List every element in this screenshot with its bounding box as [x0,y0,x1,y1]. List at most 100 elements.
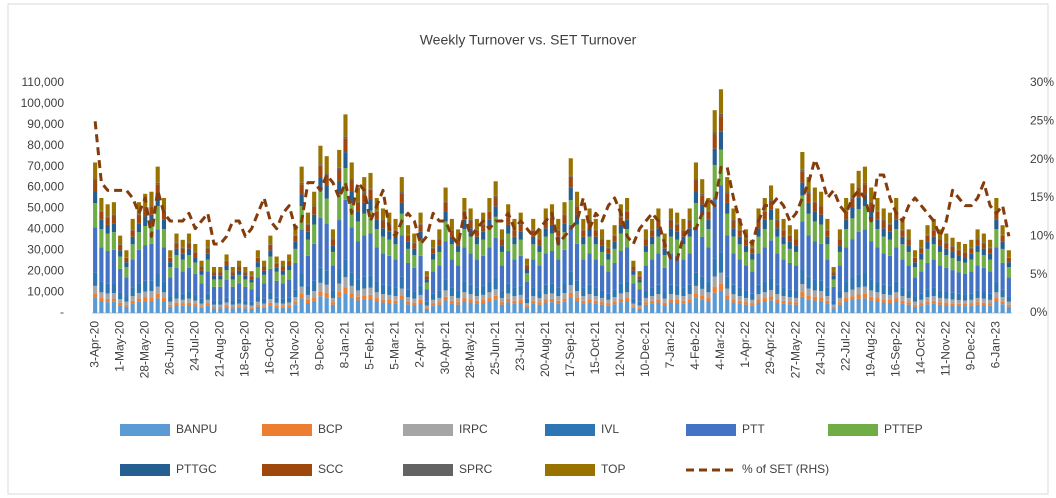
bar-segment [237,303,242,307]
bar-segment [556,287,561,297]
bar-segment [587,208,592,220]
bar-segment [781,218,786,230]
x-tick-label: 28-May-20 [137,321,151,379]
bar-segment [518,239,523,256]
bar-segment [449,300,454,304]
bar-segment [387,239,392,256]
bar-segment [581,300,586,304]
bar-segment [856,287,861,295]
bar-segment [280,307,285,313]
bar-segment [944,267,949,292]
bar-segment [111,249,116,284]
bar-segment [931,296,936,301]
bar-segment [887,212,893,224]
bar-segment [161,301,167,313]
bar-segment [174,248,179,255]
bar-segment [268,250,273,257]
bar-segment [643,302,648,305]
bar-segment [449,287,454,297]
bar-segment [205,305,210,313]
bar-segment [837,302,842,305]
bar-segment [681,300,686,304]
bar-segment [750,293,755,300]
bar-segment [193,294,198,301]
bar-segment [975,229,980,239]
bar-segment [587,299,592,303]
bar-segment [693,162,699,180]
bar-segment [524,282,530,299]
bar-segment [180,247,185,249]
bar-segment [944,243,949,249]
bar-segment [105,283,110,294]
bar-segment [725,202,730,214]
bar-segment [174,302,179,306]
bar-segment [643,245,648,252]
bar-segment [856,294,861,299]
bar-segment [593,287,598,297]
bar-segment [124,296,129,302]
bar-segment [762,301,767,313]
bar-segment [237,283,242,299]
bar-segment [819,280,824,292]
y-tick-label: 60,000 [27,180,64,194]
bar-segment [337,220,342,269]
bar-segment [812,290,817,297]
bar-segment [568,297,573,313]
bar-segment [956,249,961,251]
bar-segment [237,266,242,267]
bar-segment [180,303,185,306]
bar-segment [268,292,273,300]
bar-segment [618,298,623,303]
bar-segment [768,200,774,210]
bar-segment [962,251,968,253]
bar-segment [712,197,717,259]
bar-segment [856,197,861,210]
bar-segment [105,298,110,303]
bar-segment [487,198,492,211]
bar-segment [512,218,517,230]
bar-segment [944,305,949,313]
bar-segment [944,298,949,303]
bar-segment [443,202,448,212]
bar-segment [568,158,573,176]
bar-segment [136,298,142,302]
bar-segment [224,254,229,261]
bar-segment [850,296,855,301]
bar-segment [262,283,267,299]
bar-segment [393,303,398,313]
bar-segment [424,271,429,276]
bar-segment [405,289,411,298]
bar-segment [149,206,154,215]
bar-segment [718,131,724,150]
bar-segment [593,259,598,288]
bar-segment [668,208,673,220]
y-tick-label: 100,000 [21,96,65,110]
bar-segment [700,295,705,300]
bar-segment [618,224,623,234]
bar-segment [869,279,874,291]
bar-segment [380,253,386,285]
bar-segment [906,302,911,305]
bar-segment [374,247,379,282]
bar-segment [487,229,492,248]
bar-segment [337,268,342,284]
bar-segment [737,300,742,304]
bar-segment [675,239,680,256]
bar-segment [380,219,386,221]
bar-segment [675,231,680,240]
bar-segment [468,253,473,285]
bar-segment [136,215,142,224]
bar-segment [850,239,855,278]
bar-segment [562,298,567,302]
bar-segment [556,244,561,260]
legend-swatch [828,424,878,436]
bar-segment [355,221,361,242]
bar-segment [668,253,673,285]
bar-segment [111,283,116,294]
bar-segment [837,229,842,239]
bar-segment [762,229,767,248]
bar-segment [618,251,623,284]
bar-segment [437,265,442,291]
bar-segment [405,297,411,302]
bar-segment [399,276,404,289]
